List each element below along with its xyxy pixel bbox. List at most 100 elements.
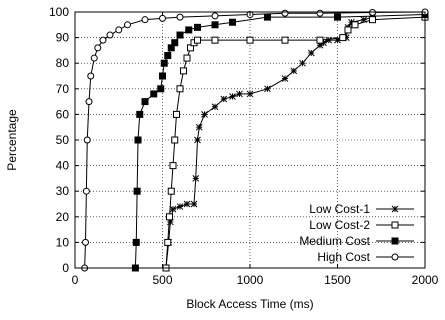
open-circle-marker xyxy=(82,238,89,246)
star-stroke xyxy=(192,175,200,182)
x-tick-label: 500 xyxy=(152,273,172,287)
legend-label: Medium Cost xyxy=(299,234,370,248)
star-marker xyxy=(190,200,198,208)
filled-square-marker xyxy=(136,110,144,118)
filled-square-marker xyxy=(157,85,165,93)
open-circle-marker xyxy=(124,21,131,29)
y-tick-label: 80 xyxy=(56,56,70,70)
star-marker xyxy=(307,49,315,57)
star-stroke xyxy=(169,205,177,213)
filled-square-marker xyxy=(160,59,168,67)
open-circle-marker xyxy=(281,9,289,17)
y-tick-label: 50 xyxy=(56,133,70,147)
open-circle-marker xyxy=(85,98,93,106)
star-stroke xyxy=(246,90,254,98)
filled-square-marker xyxy=(164,52,172,60)
star-marker xyxy=(391,205,399,213)
star-marker xyxy=(183,200,191,208)
star-marker xyxy=(201,111,208,118)
open-square-marker xyxy=(316,36,324,44)
filled-square-marker xyxy=(150,90,158,98)
x-tick-label: 0 xyxy=(72,273,79,287)
x-tick-label: 2000 xyxy=(412,273,439,287)
open-circle-marker xyxy=(83,136,91,144)
open-circle-marker xyxy=(369,9,376,17)
open-square-marker xyxy=(171,136,179,144)
star-marker xyxy=(195,123,203,131)
star-stroke xyxy=(290,67,298,75)
y-tick-label: 60 xyxy=(56,107,70,121)
star-stroke xyxy=(299,59,306,67)
open-circle-marker xyxy=(90,54,98,62)
star-stroke xyxy=(201,111,208,118)
star-marker xyxy=(246,90,254,98)
open-square-marker xyxy=(246,36,254,44)
open-square-marker xyxy=(344,26,352,34)
y-tick-label: 10 xyxy=(56,235,70,249)
legend-label: High Cost xyxy=(317,250,370,264)
star-stroke xyxy=(176,203,184,210)
star-stroke xyxy=(281,75,289,82)
filled-square-marker xyxy=(134,136,142,144)
star-marker xyxy=(325,36,333,44)
open-circle-marker xyxy=(99,36,107,44)
filled-square-marker xyxy=(391,237,399,245)
open-circle-marker xyxy=(159,14,166,22)
star-stroke xyxy=(307,49,315,57)
star-marker xyxy=(290,67,298,75)
filled-square-marker xyxy=(141,98,149,106)
y-tick-label: 20 xyxy=(56,210,70,224)
star-stroke xyxy=(190,200,198,208)
y-axis-title: Percentage xyxy=(5,109,19,171)
open-circle-marker xyxy=(211,12,219,20)
open-circle-marker xyxy=(87,72,95,80)
star-marker xyxy=(169,205,177,213)
star-marker xyxy=(176,203,184,210)
x-tick-label: 1500 xyxy=(324,273,351,287)
filled-square-marker xyxy=(211,21,219,29)
legend-label: Low Cost-1 xyxy=(309,202,370,216)
open-circle-marker xyxy=(316,9,324,17)
open-square-marker xyxy=(391,221,399,229)
open-square-marker xyxy=(180,67,187,75)
filled-square-marker xyxy=(133,187,141,195)
star-marker xyxy=(264,85,271,93)
filled-square-marker xyxy=(185,26,193,34)
star-marker xyxy=(281,75,289,82)
open-square-marker xyxy=(176,85,184,93)
star-marker xyxy=(192,175,200,182)
star-stroke xyxy=(195,123,203,131)
open-square-marker xyxy=(173,110,180,118)
y-tick-label: 90 xyxy=(56,31,70,45)
x-axis-title: Block Access Time (ms) xyxy=(186,297,313,311)
series-high-cost xyxy=(81,8,429,272)
star-marker xyxy=(299,59,306,67)
star-stroke xyxy=(211,103,219,111)
star-marker xyxy=(194,136,201,144)
y-tick-label: 40 xyxy=(56,159,70,173)
legend: Low Cost-1 Low Cost-2 Medium Cost High Cost xyxy=(299,202,414,264)
open-square-marker xyxy=(211,36,219,44)
open-square-marker xyxy=(194,36,201,44)
star-stroke xyxy=(229,93,236,100)
open-square-marker xyxy=(164,238,172,246)
star-marker xyxy=(236,90,243,98)
star-stroke xyxy=(236,90,243,98)
open-circle-marker xyxy=(115,26,123,34)
star-stroke xyxy=(264,85,271,93)
legend-label: Low Cost-2 xyxy=(309,218,370,232)
open-circle-marker xyxy=(82,187,90,195)
star-stroke xyxy=(194,136,201,144)
star-marker xyxy=(211,103,219,111)
open-circle-marker xyxy=(176,13,184,21)
filled-square-marker xyxy=(176,31,184,39)
star-marker xyxy=(229,93,236,100)
open-square-marker xyxy=(166,213,173,221)
open-square-marker xyxy=(167,187,175,195)
open-square-marker xyxy=(369,16,376,24)
x-tick-label: 1000 xyxy=(237,273,264,287)
open-circle-marker xyxy=(141,16,149,24)
